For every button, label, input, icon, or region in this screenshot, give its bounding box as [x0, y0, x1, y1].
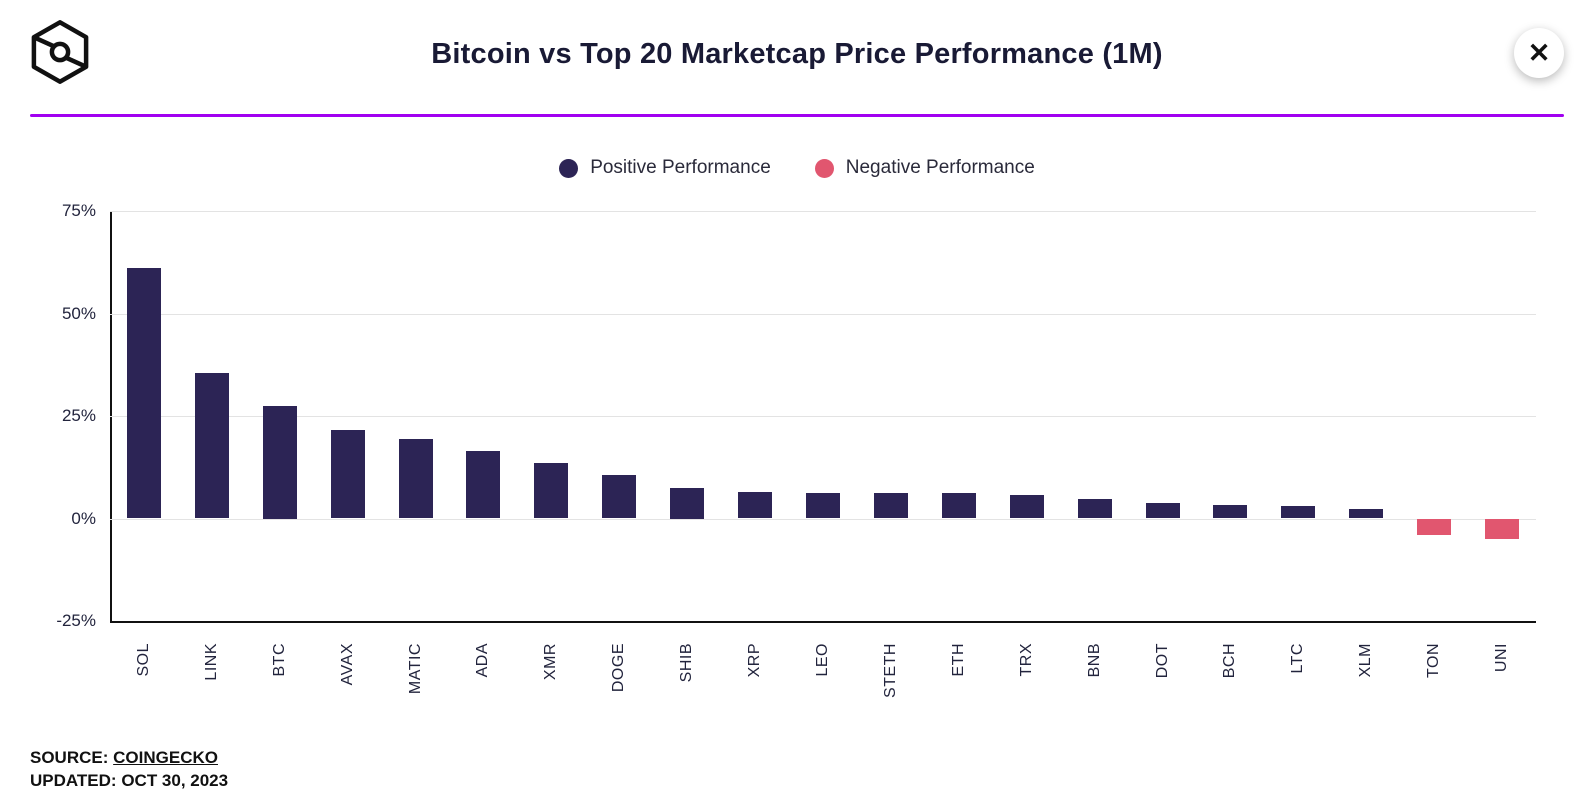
x-tick-label: TON	[1425, 643, 1443, 678]
source-label: SOURCE:	[30, 748, 109, 767]
bar-btc	[262, 405, 297, 519]
x-tick-label: TRX	[1017, 643, 1035, 677]
x-tick-label: BTC	[270, 643, 288, 677]
x-tick-label: ADA	[474, 643, 492, 678]
gridline	[110, 518, 1536, 520]
x-tick-label: LEO	[814, 643, 832, 677]
bar-ltc	[1281, 505, 1316, 519]
negative-legend-label: Negative Performance	[845, 157, 1035, 178]
x-tick-label: SHIB	[678, 643, 696, 683]
updated-label: UPDATED:	[30, 770, 117, 790]
header: Bitcoin vs Top 20 Marketcap Price Perfor…	[0, 0, 1594, 106]
bar-ton	[1417, 518, 1452, 535]
close-button[interactable]: ✕	[1514, 28, 1564, 78]
footer: SOURCE: COINGECKO UPDATED: OCT 30, 2023	[30, 747, 1594, 793]
x-tick-cell: TRX	[993, 643, 1061, 677]
bar-xlm	[1349, 509, 1384, 519]
x-tick-cell: XLM	[1332, 643, 1400, 677]
x-tick-label: BNB	[1085, 643, 1103, 678]
x-tick-cell: SHIB	[653, 643, 721, 682]
x-tick-label: LINK	[202, 643, 220, 681]
legend-item-positive: Positive Performance	[559, 157, 771, 179]
x-tick-label: XLM	[1357, 643, 1375, 678]
bar-xmr	[534, 463, 569, 519]
x-axis-labels: SOL LINK BTC AVAX MATIC ADA XMR DOGE SHIB XRP LEO S…	[110, 621, 1536, 743]
bar-shib	[670, 487, 705, 519]
bar-bch	[1213, 504, 1248, 519]
bar-ada	[466, 450, 501, 519]
x-axis-gutter	[40, 621, 110, 743]
bar-link	[194, 372, 229, 519]
y-axis-labels: 75% 50% 25% 0% -25%	[40, 201, 110, 630]
legend-item-negative: Negative Performance	[814, 157, 1035, 179]
bar-sol	[126, 268, 161, 519]
x-tick-cell: ETH	[925, 643, 993, 677]
x-tick-cell: MATIC	[382, 643, 450, 694]
bar-steth	[873, 492, 908, 519]
gridline	[110, 313, 1536, 315]
x-tick-label: SOL	[134, 643, 152, 677]
x-tick-label: DOT	[1153, 643, 1171, 679]
bar-matic	[398, 438, 433, 519]
bar-trx	[1009, 495, 1044, 519]
positive-legend-dot	[559, 158, 579, 178]
x-tick-cell: TON	[1400, 643, 1468, 678]
x-tick-label: XRP	[746, 643, 764, 678]
x-tick-label: MATIC	[406, 643, 424, 695]
x-tick-cell: LEO	[789, 643, 857, 677]
x-tick-cell: XMR	[517, 643, 585, 680]
x-tick-cell: BCH	[1197, 643, 1265, 678]
x-tick-cell: LTC	[1264, 643, 1332, 674]
x-tick-label: LTC	[1289, 643, 1307, 674]
chart-legend: Positive Performance Negative Performanc…	[0, 155, 1594, 181]
x-tick-cell: STETH	[857, 643, 925, 698]
x-axis-line	[110, 621, 1536, 623]
y-tick-label: 25%	[61, 406, 96, 425]
bar-uni	[1485, 518, 1520, 539]
bar-avax	[330, 430, 365, 519]
bar-bnb	[1077, 498, 1112, 519]
x-tick-label: STETH	[881, 643, 899, 698]
x-tick-label: DOGE	[610, 643, 628, 693]
x-tick-cell: BNB	[1061, 643, 1129, 677]
bar-chart: 75% 50% 25% 0% -25% SOL LINK BTC AVAX MATIC ADA XM…	[40, 201, 1536, 743]
updated-value: OCT 30, 2023	[121, 770, 229, 790]
x-tick-label: ETH	[949, 643, 967, 677]
header-divider	[30, 114, 1564, 117]
updated-line: UPDATED: OCT 30, 2023	[30, 770, 1594, 793]
x-tick-label: AVAX	[338, 643, 356, 686]
x-tick-cell: BTC	[246, 643, 314, 677]
y-tick-label: 75%	[61, 201, 96, 220]
source-line: SOURCE: COINGECKO	[30, 747, 1594, 770]
y-tick-label: 0%	[71, 508, 96, 528]
bar-eth	[941, 492, 976, 519]
gridline	[110, 416, 1536, 417]
page-title: Bitcoin vs Top 20 Marketcap Price Perfor…	[431, 38, 1163, 70]
negative-legend-dot	[814, 158, 834, 178]
x-tick-cell: XRP	[721, 643, 789, 677]
x-tick-label: XMR	[542, 643, 560, 681]
x-tick-label: UNI	[1493, 643, 1511, 673]
x-tick-cell: AVAX	[314, 643, 382, 685]
x-tick-cell: DOT	[1129, 643, 1197, 678]
positive-legend-label: Positive Performance	[590, 157, 771, 178]
y-tick-label: -25%	[56, 611, 96, 630]
bar-dot	[1145, 502, 1180, 519]
bar-leo	[806, 492, 840, 519]
bar-doge	[602, 475, 637, 519]
x-tick-cell: LINK	[178, 643, 246, 681]
source-link[interactable]: COINGECKO	[113, 748, 218, 767]
x-tick-cell: SOL	[110, 643, 178, 677]
x-tick-cell: UNI	[1468, 643, 1536, 672]
y-tick-label: 50%	[61, 303, 96, 323]
x-tick-label: BCH	[1221, 643, 1239, 679]
cube-logo	[31, 20, 89, 84]
bar-xrp	[738, 491, 773, 519]
x-tick-cell: ADA	[450, 643, 518, 677]
plot-area	[110, 211, 1536, 623]
gridline	[110, 211, 1536, 212]
x-tick-cell: DOGE	[585, 643, 653, 692]
